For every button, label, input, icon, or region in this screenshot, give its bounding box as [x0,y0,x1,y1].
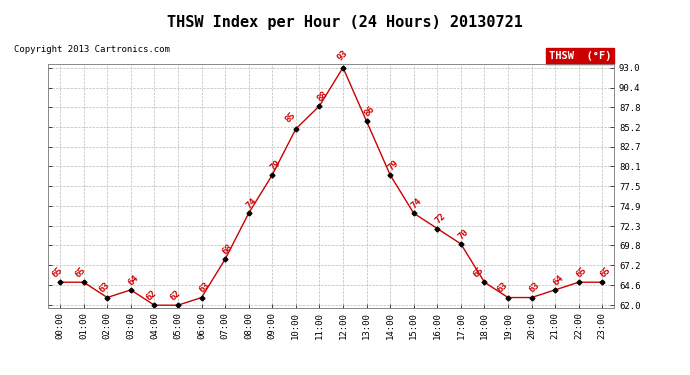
Text: 63: 63 [527,281,542,295]
Text: 64: 64 [551,273,565,287]
Text: 63: 63 [495,281,509,295]
Text: THSW  (°F): THSW (°F) [549,51,611,61]
Text: 68: 68 [221,243,235,256]
Text: 63: 63 [197,281,211,295]
Text: 93: 93 [336,48,350,62]
Text: THSW Index per Hour (24 Hours) 20130721: THSW Index per Hour (24 Hours) 20130721 [167,15,523,30]
Text: 79: 79 [268,158,282,172]
Text: 65: 65 [472,266,486,279]
Text: 70: 70 [457,227,471,241]
Text: 65: 65 [50,266,64,279]
Text: 72: 72 [433,212,447,226]
Text: 62: 62 [145,288,159,302]
Text: 64: 64 [126,273,141,287]
Text: 85: 85 [284,111,297,125]
Text: 88: 88 [315,89,329,103]
Text: 65: 65 [74,266,88,279]
Text: 74: 74 [409,196,424,210]
Text: 63: 63 [97,281,112,295]
Text: 79: 79 [386,158,400,172]
Text: 74: 74 [244,196,259,210]
Text: 62: 62 [168,288,182,302]
Text: 65: 65 [575,266,589,279]
Text: Copyright 2013 Cartronics.com: Copyright 2013 Cartronics.com [14,45,170,54]
Text: 65: 65 [598,266,612,279]
Text: 86: 86 [362,105,376,118]
